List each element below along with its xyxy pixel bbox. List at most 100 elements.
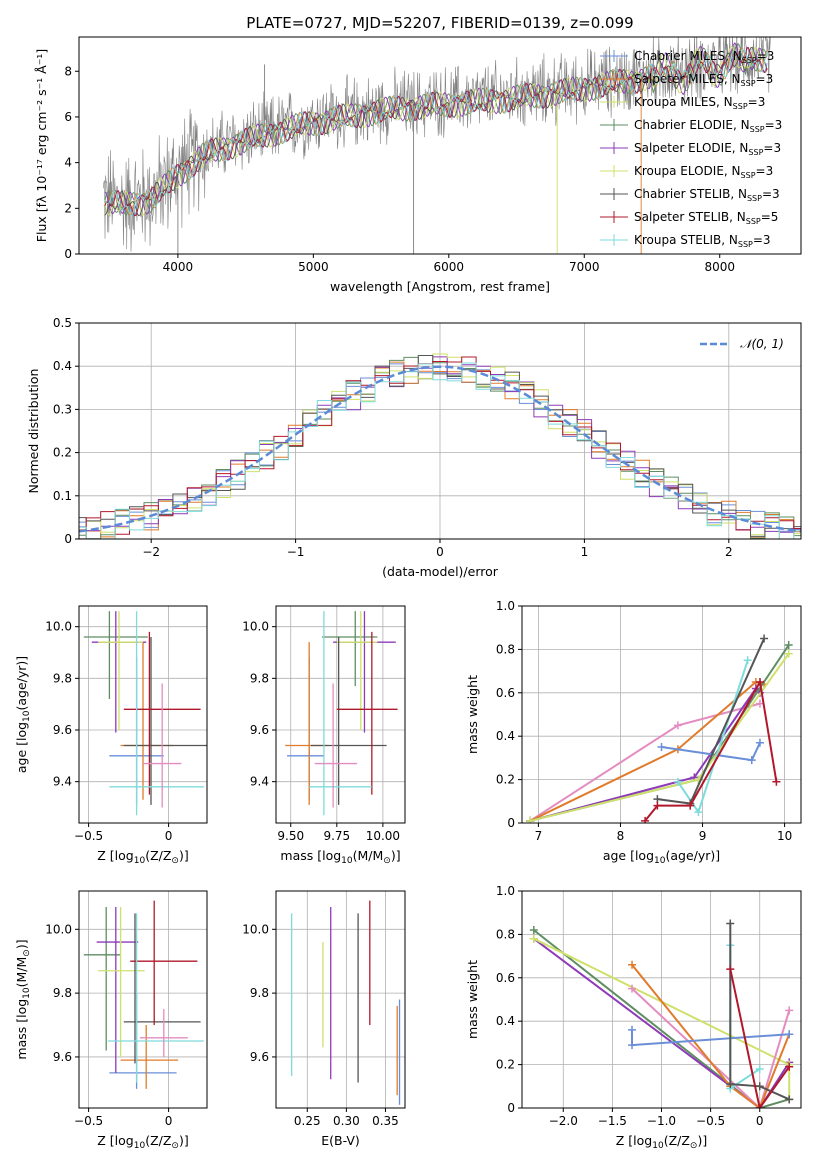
residual-histogram-c5 (79, 353, 801, 539)
residual-histogram-c8 (79, 362, 801, 539)
mass_vs_ebv-ytick-label: 10.0 (242, 922, 269, 936)
weight_vs_z-xlabel-part: 10 (652, 1141, 664, 1151)
weight_vs_z-series-c4 (533, 937, 791, 1108)
age_vs_mass-ytick-label: 10.0 (242, 620, 269, 634)
residuals-ylabel: Normed distribution (26, 369, 41, 494)
weight_vs_z-marker (755, 1064, 764, 1073)
legend-entry-name: Salpeter STELIB, N (634, 210, 746, 224)
age_vs_mass-axes: 9.50 9.75 10.00 9.4 9.6 9.8 10.0 mass [log10(M/… (242, 605, 406, 866)
age_vs_z-ylabel-part: age [log (14, 722, 29, 773)
weight_vs_z-ytick-label: 1.0 (496, 884, 515, 898)
residuals-xtick-label: 1 (581, 545, 589, 559)
weight_vs_age-marker (641, 816, 650, 823)
age_vs_mass-xlabel-part: (M/M (353, 848, 384, 863)
mass_vs_z-ytick-label: 9.8 (53, 986, 72, 1000)
weight_vs_age-marker (784, 641, 793, 650)
legend-entry: Salpeter ELODIE, NSSP=3 (634, 141, 781, 157)
weight_vs_z-xlabel-part: )] (697, 1133, 707, 1148)
mass_vs_z-xlabel-part: )] (179, 1133, 189, 1148)
weight_vs_z-marker (755, 1082, 764, 1091)
weight_vs_age-ytick-label: 1.0 (496, 599, 515, 613)
legend-entry: Salpeter MILES, NSSP=3 (634, 72, 773, 88)
age_vs_mass-xtick-label: 10.00 (366, 829, 400, 843)
mass_vs_z-ylabel: mass [log10(M/M⊙)] (14, 939, 32, 1059)
weight_vs_age-marker (653, 801, 662, 810)
weight_vs_z-marker (785, 1095, 794, 1104)
age_vs_mass-xlabel-part: ⊙ (383, 856, 391, 866)
residuals-xtick-label: 0 (436, 545, 444, 559)
mass_vs_z-ylabel-part: )] (14, 939, 29, 949)
legend-entry-sub: SSP (748, 148, 763, 157)
weight_vs_z-series-c8 (729, 945, 761, 1091)
residuals-ytick-label: 0.4 (53, 359, 72, 373)
weight_vs_age-ytick-label: 0.6 (496, 686, 515, 700)
legend-entry: Chabrier STELIB, NSSP=3 (634, 187, 780, 203)
age_vs_z-xlabel-part: Z [log (97, 848, 133, 863)
age_vs_z-xlabel-part: ⊙ (171, 856, 179, 866)
weight_vs_age-marker (673, 721, 682, 730)
age_vs_z-ytick-label: 10.0 (45, 620, 72, 634)
mass_vs_ebv-plot (290, 900, 401, 1105)
weight_vs_z-series-c3 (533, 929, 790, 1108)
weight_vs_age-xlabel-part: 10 (654, 856, 666, 866)
legend-entry: Salpeter STELIB, NSSP=5 (634, 210, 778, 226)
weight_vs_z-marker (628, 1025, 637, 1034)
weight_vs_age-marker (686, 801, 695, 810)
spectrum-ytick-label: 2 (64, 201, 72, 215)
age_vs_z-frame (78, 605, 208, 824)
spectrum-xlabel: wavelength [Angstrom, rest frame] (330, 279, 550, 294)
age_vs_mass-frame (275, 605, 406, 824)
weight_vs_z-marker (726, 1080, 735, 1089)
residuals-xtick-label: 2 (725, 545, 733, 559)
legend-entry-name: Kroupa ELODIE, N (634, 164, 741, 178)
legend-entry-count: =3 (753, 233, 771, 247)
weight_vs_age-xtick-label: 9 (699, 829, 707, 843)
weight_vs_z-series-c2 (631, 964, 791, 1108)
mass_vs_ebv-frame (275, 890, 406, 1109)
legend-entry-sub: SSP (742, 56, 757, 65)
weight_vs_age-ytick-label: 0.4 (496, 729, 515, 743)
spectrum-ytick-label: 8 (64, 64, 72, 78)
age_vs_z-ytick-label: 9.8 (53, 671, 72, 685)
weight_vs_age-xlabel: age [log10(age/yr)] (603, 848, 720, 866)
mass_vs_ebv-axes: 0.25 0.30 0.35 9.6 9.8 10.0 E(B-V) (242, 890, 406, 1148)
legend-entry-name: Chabrier STELIB, N (634, 187, 747, 201)
mass_vs_z-xlabel-part: (Z/Z (145, 1133, 171, 1148)
age_vs_z-ylabel-part: (age/yr)] (14, 656, 29, 711)
mass_vs_z-xtick-label: −0.5 (74, 1114, 103, 1128)
mass_vs_z-ylabel-part: mass [log (14, 999, 29, 1060)
legend-entry: Chabrier MILES, NSSP=3 (634, 49, 774, 65)
age_vs_mass-ytick-label: 9.8 (250, 671, 269, 685)
legend-entry: Kroupa STELIB, NSSP=3 (634, 233, 771, 249)
legend-gauss-label: 𝒩(0, 1) (740, 337, 784, 351)
legend-entry-name: Salpeter ELODIE, N (634, 141, 748, 155)
weight_vs_age-ylabel: mass weight (465, 675, 480, 754)
legend-entry-name: Salpeter MILES, N (634, 72, 741, 86)
weight_vs_age-xlabel-part: age [log (603, 848, 654, 863)
legend-entry-name: Chabrier ELODIE, N (634, 118, 750, 132)
legend-entry-count: =3 (756, 164, 774, 178)
residuals-ytick-label: 0.1 (53, 489, 72, 503)
gaussian-curve (79, 365, 801, 533)
age_vs_z-ylabel-part: 10 (22, 710, 32, 722)
legend-entry-count: =3 (762, 187, 780, 201)
weight_vs_z-ytick-label: 0.8 (496, 927, 515, 941)
mass_vs_z-ylabel-part: (M/M (14, 957, 29, 988)
age_vs_mass-xlabel-part: 10 (341, 856, 353, 866)
weight_vs_z-xlabel: Z [log10(Z/Z⊙)] (616, 1133, 707, 1151)
age_vs_mass-xlabel-part: mass [log (280, 848, 341, 863)
weight_vs_z-marker (628, 960, 637, 969)
weight_vs_z-ytick-label: 0.4 (496, 1014, 515, 1028)
mass_vs_z-xlabel-part: 10 (134, 1141, 146, 1151)
weight_vs_age-xtick-label: 7 (535, 829, 543, 843)
age_vs_mass-plot (285, 611, 398, 816)
mass_vs_ebv-ytick-label: 9.6 (250, 1050, 269, 1064)
weight_vs_age-ytick-label: 0.2 (496, 773, 515, 787)
age_vs_z-xlabel-part: (Z/Z (145, 848, 171, 863)
spectrum-title: PLATE=0727, MJD=52207, FIBERID=0139, z=0… (246, 14, 633, 32)
weight_vs_z-xtick-label: −1.5 (598, 1114, 627, 1128)
weight_vs_z-marker (628, 1041, 637, 1050)
residuals-ytick-label: 0.3 (53, 402, 72, 416)
mass_vs_z-ytick-label: 10.0 (45, 922, 72, 936)
weight_vs_z-xlabel-part: ⊙ (690, 1141, 698, 1151)
